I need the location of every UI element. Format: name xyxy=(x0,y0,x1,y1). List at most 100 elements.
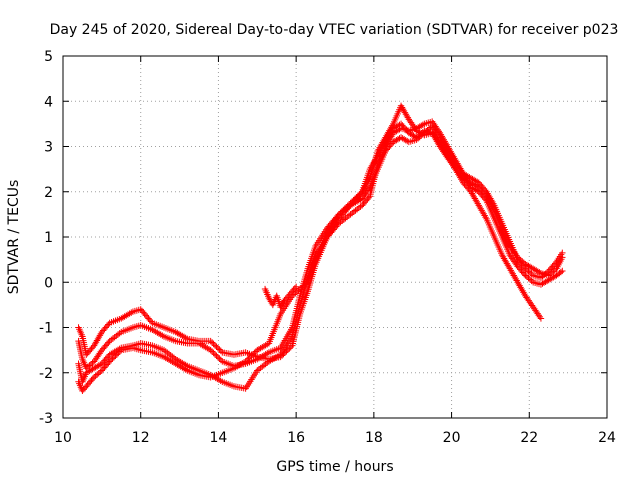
series-track-5 xyxy=(261,283,300,311)
data-point xyxy=(550,268,557,275)
data-point xyxy=(519,258,526,265)
y-tick-label: 3 xyxy=(44,140,53,156)
data-point xyxy=(242,358,249,365)
data-point xyxy=(509,247,517,255)
grid-lines xyxy=(63,56,607,418)
data-point xyxy=(447,159,455,166)
data-point xyxy=(408,120,416,128)
data-point xyxy=(430,120,437,127)
data-point xyxy=(445,156,452,163)
data-point xyxy=(509,256,517,264)
data-point xyxy=(448,161,456,168)
data-point xyxy=(87,360,95,368)
data-point xyxy=(292,283,300,290)
data-point xyxy=(353,194,360,201)
data-point xyxy=(547,270,554,278)
data-point xyxy=(296,285,304,293)
data-point xyxy=(522,292,529,300)
data-point xyxy=(210,340,217,348)
data-point xyxy=(428,118,436,125)
x-tick-label: 18 xyxy=(365,430,383,446)
data-point xyxy=(350,197,357,204)
data-point xyxy=(359,195,366,202)
data-point xyxy=(299,283,307,290)
data-point xyxy=(535,312,542,319)
data-point xyxy=(360,193,367,201)
data-point xyxy=(286,345,293,352)
data-point xyxy=(414,135,422,142)
data-point xyxy=(444,154,451,162)
data-point xyxy=(113,351,121,358)
data-point xyxy=(287,343,294,351)
data-point xyxy=(92,372,99,380)
data-point xyxy=(528,277,535,285)
data-point xyxy=(207,346,214,354)
data-point xyxy=(105,359,112,367)
data-point xyxy=(526,299,534,306)
data-point xyxy=(211,351,219,358)
data-point xyxy=(533,308,540,316)
y-tick-label: -1 xyxy=(39,321,53,337)
data-point xyxy=(532,307,539,314)
data-point xyxy=(344,202,351,210)
x-tick-label: 22 xyxy=(520,430,538,446)
data-point xyxy=(347,199,354,207)
data-point xyxy=(298,284,305,291)
y-tick-label: 5 xyxy=(44,49,53,65)
data-point xyxy=(526,276,534,283)
data-point xyxy=(208,348,216,355)
data-point xyxy=(523,273,531,281)
data-point xyxy=(548,269,556,276)
data-point xyxy=(443,152,450,160)
data-point xyxy=(246,353,254,361)
data-point xyxy=(96,350,103,357)
data-point xyxy=(86,362,93,369)
data-point xyxy=(405,116,413,123)
data-point xyxy=(529,303,537,311)
data-point xyxy=(295,287,302,294)
data-point xyxy=(508,246,516,253)
data-point xyxy=(334,221,341,229)
data-point xyxy=(507,253,515,260)
data-point xyxy=(536,269,543,276)
data-point xyxy=(217,356,225,364)
x-tick-label: 12 xyxy=(132,430,150,446)
data-point xyxy=(348,198,356,205)
data-point xyxy=(438,146,446,153)
y-tick-label: 2 xyxy=(44,185,53,201)
data-point xyxy=(522,272,529,279)
data-point xyxy=(95,370,102,377)
data-point xyxy=(551,266,559,274)
x-tick-label: 16 xyxy=(287,430,305,446)
x-axis-label: GPS time / hours xyxy=(276,459,393,475)
data-point xyxy=(106,358,113,365)
y-tick-label: 1 xyxy=(44,230,53,246)
data-point xyxy=(511,258,518,265)
plot-frame xyxy=(62,55,608,419)
data-point xyxy=(335,211,343,218)
data-point xyxy=(251,349,258,357)
data-point xyxy=(110,353,118,361)
data-point xyxy=(534,310,541,317)
data-point xyxy=(217,347,225,355)
data-point xyxy=(105,321,112,328)
data-point xyxy=(338,208,345,215)
data-point xyxy=(411,124,418,131)
data-point xyxy=(90,358,98,365)
data-point xyxy=(525,274,532,282)
data-point xyxy=(214,344,222,352)
data-point xyxy=(248,352,255,359)
x-tick-label: 14 xyxy=(210,430,228,446)
data-point xyxy=(303,280,310,287)
x-tick-label: 24 xyxy=(598,430,616,446)
data-point xyxy=(342,204,350,211)
data-point xyxy=(528,302,536,309)
data-point xyxy=(512,259,519,267)
data-point xyxy=(89,343,96,351)
data-point xyxy=(147,318,155,325)
data-point xyxy=(208,339,216,346)
data-point xyxy=(340,206,347,214)
data-point xyxy=(361,192,368,199)
